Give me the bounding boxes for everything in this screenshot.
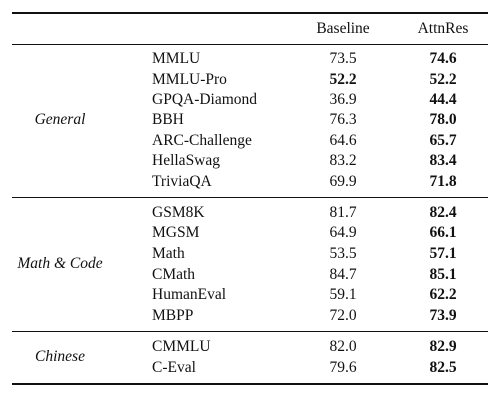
benchmark-name: HumanEval [152,286,227,303]
benchmark-name: GSM8K [152,204,205,221]
attnres-score-value: 52.2 [429,71,457,88]
baseline-score-value: 59.1 [329,286,357,303]
baseline-score-value: 64.6 [329,132,357,149]
baseline-score-value: 36.9 [329,91,357,108]
category-chinese: Chinese [35,348,85,365]
header-baseline-label: Baseline [316,20,370,37]
benchmark-name: CMath [152,266,196,283]
attnres-score-value: 85.1 [429,266,457,283]
bottom-rule [12,383,488,385]
benchmark-name: C-Eval [152,359,196,376]
benchmark-name: HellaSwag [152,152,221,169]
header-attnres-label: AttnRes [417,20,469,37]
baseline-score-value: 53.5 [329,245,357,262]
benchmark-name: TriviaQA [152,173,212,190]
baseline-score-value: 52.2 [329,71,357,88]
baseline-score-value: 82.0 [329,338,357,355]
baseline-score-value: 72.0 [329,307,357,324]
baseline-score-value: 83.2 [329,152,357,169]
benchmark-name: MMLU-Pro [152,71,227,88]
attnres-score-value: 82.9 [429,338,457,355]
group-rule [12,331,488,332]
attnres-score-value: 57.1 [429,245,457,262]
attnres-score-value: 62.2 [429,286,457,303]
baseline-score-value: 64.9 [329,224,357,241]
benchmark-name: Math [152,245,185,262]
top-rule [12,12,488,14]
attnres-score-value: 82.5 [429,359,457,376]
benchmark-name: BBH [152,111,184,128]
attnres-score-value: 78.0 [429,111,457,128]
category-general: General [34,111,86,128]
baseline-score-value: 69.9 [329,173,357,190]
attnres-score-value: 44.4 [429,91,457,108]
attnres-score-value: 65.7 [429,132,457,149]
attnres-score-value: 83.4 [429,152,457,169]
attnres-score-value: 71.8 [429,173,457,190]
header-rule [12,44,488,45]
benchmark-name: MGSM [152,224,200,241]
baseline-score-value: 76.3 [329,111,357,128]
benchmark-name: ARC-Challenge [152,132,252,149]
benchmark-name: MMLU [152,50,201,67]
category-math-code: Math & Code [17,255,103,272]
benchmark-name: MBPP [152,307,194,324]
attnres-score-value: 66.1 [429,224,457,241]
attnres-score-value: 73.9 [429,307,457,324]
group-rule [12,197,488,198]
benchmark-name: CMMLU [152,338,211,355]
baseline-score-value: 79.6 [329,359,357,376]
benchmark-name: GPQA-Diamond [152,91,258,108]
baseline-score-value: 73.5 [329,50,357,67]
baseline-score-value: 84.7 [329,266,357,283]
attnres-score-value: 74.6 [429,50,457,67]
baseline-score-value: 81.7 [329,204,357,221]
attnres-score-value: 82.4 [429,204,457,221]
